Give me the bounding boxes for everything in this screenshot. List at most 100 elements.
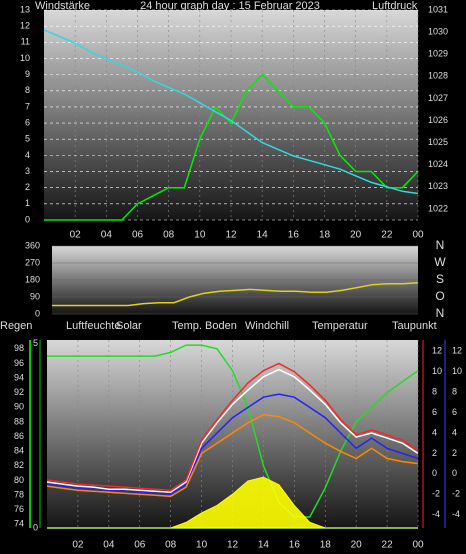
y2-tick-label: 1022 (428, 203, 448, 213)
solar-area (47, 476, 418, 529)
series-line (46, 413, 419, 498)
y-tick-label: 4 (25, 150, 30, 160)
y-tick-label: 78 (14, 489, 24, 499)
y-tick-label: 0 (25, 214, 30, 224)
x-tick-label: 12 (227, 540, 239, 551)
y2-tick-label: N (436, 306, 445, 320)
y-tick-label: 94 (14, 372, 24, 382)
x-tick-label: 14 (258, 540, 270, 551)
series-line (43, 29, 419, 195)
y2-tick-label: W (434, 255, 446, 269)
y-tick-label: 0 (35, 308, 40, 318)
y-tick-label: 96 (14, 358, 24, 368)
y2-tick-label: -2 (432, 489, 440, 499)
legend-label: Solar (116, 320, 142, 332)
x-tick-label: 22 (382, 540, 394, 551)
y-tick-label: 12 (20, 21, 30, 31)
x-tick-label: 08 (163, 230, 175, 241)
y-tick-label: 90 (30, 291, 40, 301)
y2-tick-label: 1031 (428, 4, 448, 14)
x-tick-label: 06 (132, 230, 144, 241)
rain-tick-label: 0 (33, 522, 38, 532)
y3-tick-label: 6 (452, 407, 457, 417)
y-tick-label: 360 (25, 240, 40, 250)
y-tick-label: 7 (25, 101, 30, 111)
legend-label: Regen (0, 320, 32, 332)
y-tick-label: 88 (14, 416, 24, 426)
y3-tick-label: 8 (452, 386, 457, 396)
y3-tick-label: 10 (452, 366, 462, 376)
x-tick-label: 16 (288, 230, 300, 241)
y2-tick-label: -4 (432, 509, 440, 519)
chart-title: 24 hour graph day : 15 Februar 2023 (140, 0, 320, 12)
y3-tick-label: 12 (452, 346, 462, 356)
series-line (46, 362, 419, 491)
y-tick-label: 11 (21, 37, 30, 47)
x-tick-label: 06 (134, 540, 146, 551)
x-tick-label: 18 (319, 230, 331, 241)
x-tick-label: 10 (196, 540, 208, 551)
y2-tick-label: 1028 (428, 71, 448, 81)
legend-label: Windchill (245, 320, 289, 332)
x-tick-label: 20 (351, 540, 363, 551)
y-tick-label: 3 (25, 166, 30, 176)
y3-tick-label: 0 (452, 468, 457, 478)
x-tick-label: 04 (101, 230, 113, 241)
y-tick-label: 13 (20, 4, 30, 14)
y2-tick-label: 8 (432, 386, 437, 396)
y-tick-label: 2 (25, 182, 30, 192)
y2-tick-label: 1023 (428, 181, 448, 191)
x-tick-label: 16 (289, 540, 301, 551)
series-line (47, 344, 419, 518)
y2-tick-label: S (436, 272, 444, 286)
legend-label: Temperatur (312, 320, 368, 332)
legend-label: Luftdruck (372, 0, 418, 12)
y2-tick-label: 1026 (428, 115, 448, 125)
x-tick-label: 20 (350, 230, 362, 241)
y-tick-label: 8 (25, 85, 30, 95)
legend-label: Temp. Boden (172, 320, 237, 332)
y2-tick-label: 1024 (428, 159, 448, 169)
y-tick-label: 90 (14, 402, 24, 412)
x-tick-label: 14 (257, 230, 269, 241)
legend-label: Taupunkt (392, 320, 437, 332)
series-line (46, 393, 419, 496)
y3-tick-label: 2 (452, 448, 457, 458)
y2-tick-label: 12 (432, 346, 442, 356)
y-tick-label: 5 (25, 134, 30, 144)
x-tick-label: 08 (165, 540, 177, 551)
y-tick-label: 98 (14, 343, 24, 353)
y3-tick-label: -2 (452, 489, 460, 499)
y-tick-label: 1 (25, 198, 30, 208)
legend-label: Windstärke (35, 0, 90, 12)
x-tick-label: 02 (70, 230, 82, 241)
y-tick-label: 80 (14, 475, 24, 485)
series-line (44, 73, 419, 221)
x-tick-label: 00 (412, 230, 424, 241)
y2-tick-label: 1025 (428, 137, 448, 147)
y-tick-label: 92 (14, 387, 24, 397)
y-tick-label: 86 (14, 431, 24, 441)
legend-label: Luftfeuchte (66, 320, 120, 332)
y-tick-label: 6 (25, 117, 30, 127)
y-tick-label: 180 (25, 274, 40, 284)
y-tick-label: 10 (20, 53, 30, 63)
x-tick-label: 22 (381, 230, 393, 241)
y2-tick-label: 0 (432, 468, 437, 478)
y2-tick-label: 2 (432, 448, 437, 458)
x-tick-label: 10 (194, 230, 206, 241)
x-tick-label: 04 (103, 540, 115, 551)
y-tick-label: 270 (25, 257, 40, 267)
y2-tick-label: 10 (432, 366, 442, 376)
y-tick-label: 74 (14, 519, 24, 529)
y-tick-label: 82 (14, 460, 24, 470)
y2-tick-label: 4 (432, 427, 437, 437)
y2-tick-label: 1029 (428, 49, 448, 59)
y2-tick-label: O (435, 289, 444, 303)
rain-tick-label: 5 (33, 338, 38, 348)
y-tick-label: 84 (14, 446, 24, 456)
y2-tick-label: 1030 (428, 26, 448, 36)
x-tick-label: 02 (72, 540, 84, 551)
x-tick-label: 18 (320, 540, 332, 551)
